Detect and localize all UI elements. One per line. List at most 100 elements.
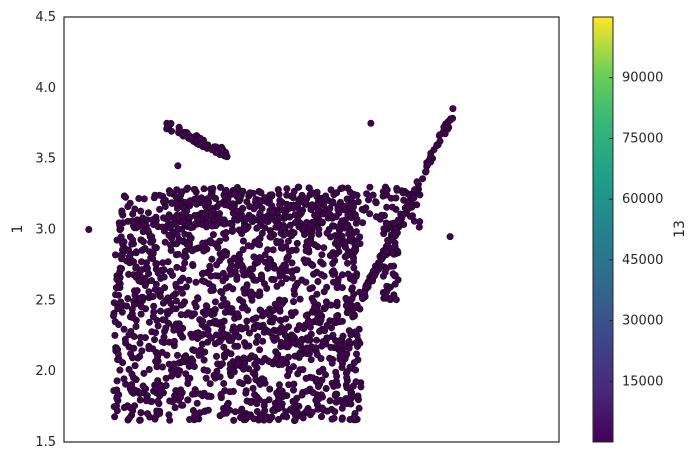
data-point: [111, 331, 119, 339]
data-point: [144, 410, 152, 418]
data-point: [285, 202, 293, 210]
data-point: [312, 396, 320, 404]
data-point: [206, 262, 214, 270]
data-point: [152, 329, 160, 337]
data-point: [351, 328, 359, 336]
data-point: [248, 352, 256, 360]
data-point: [127, 350, 135, 358]
data-point: [201, 323, 209, 331]
colorbar-tick-label: 75000: [622, 131, 663, 146]
data-point: [276, 272, 284, 280]
data-point: [288, 274, 296, 282]
data-point: [348, 200, 356, 208]
data-point: [343, 259, 351, 267]
data-point: [302, 374, 310, 382]
data-point: [314, 277, 322, 285]
data-point: [343, 350, 351, 358]
data-point: [126, 199, 134, 207]
data-point: [347, 400, 355, 408]
data-point: [326, 252, 334, 260]
data-point: [220, 220, 228, 228]
data-point: [128, 388, 136, 396]
data-point: [139, 214, 147, 222]
data-point: [253, 224, 261, 232]
data-point: [217, 390, 225, 398]
data-point: [193, 200, 201, 208]
data-point: [252, 276, 260, 284]
data-point: [126, 253, 134, 261]
data-point: [132, 263, 140, 271]
data-point: [181, 230, 189, 238]
data-point: [111, 413, 119, 421]
data-point: [288, 246, 296, 254]
data-point: [277, 301, 285, 309]
data-point: [275, 381, 283, 389]
data-point: [174, 250, 182, 258]
data-point: [319, 338, 327, 346]
data-point: [160, 333, 168, 341]
data-point: [207, 287, 215, 295]
data-point: [220, 343, 228, 351]
data-point: [269, 208, 277, 216]
data-point: [353, 239, 361, 247]
data-point: [330, 317, 338, 325]
data-point: [344, 184, 352, 192]
data-point: [128, 370, 136, 378]
data-point: [315, 368, 323, 376]
data-point: [343, 222, 351, 230]
data-point: [343, 309, 351, 317]
data-point: [226, 365, 234, 373]
data-point: [256, 306, 264, 314]
data-point: [309, 389, 317, 397]
data-point: [139, 238, 147, 246]
data-point: [449, 105, 457, 113]
data-point: [300, 324, 308, 332]
data-point: [268, 191, 276, 199]
data-point: [369, 191, 377, 199]
data-point: [355, 404, 363, 412]
data-point: [204, 406, 212, 414]
data-point: [387, 262, 395, 270]
data-point: [307, 343, 315, 351]
data-point: [314, 382, 322, 390]
data-point: [212, 195, 220, 203]
y-axis-ticks: 1.5 2.0 2.5 3.0 3.5 4.0 4.5: [35, 10, 56, 450]
data-point: [166, 189, 174, 197]
data-point: [130, 344, 138, 352]
data-point: [117, 299, 125, 307]
data-point: [166, 397, 174, 405]
data-point: [289, 363, 297, 371]
data-point: [217, 145, 225, 153]
data-point: [350, 359, 358, 367]
data-point: [284, 237, 292, 245]
data-point: [274, 396, 282, 404]
data-point: [161, 238, 169, 246]
data-point: [357, 383, 365, 391]
data-point: [269, 360, 277, 368]
data-point: [263, 216, 271, 224]
data-point: [327, 186, 335, 194]
data-point: [238, 261, 246, 269]
data-point: [392, 296, 400, 304]
data-point: [266, 233, 274, 241]
data-point: [332, 213, 340, 221]
data-point: [441, 130, 449, 138]
data-point: [302, 312, 310, 320]
data-point: [137, 409, 145, 417]
data-point: [384, 221, 392, 229]
data-point: [440, 123, 448, 131]
data-point: [133, 287, 141, 295]
data-point: [277, 338, 285, 346]
data-point: [148, 216, 156, 224]
data-point: [208, 255, 216, 263]
data-point: [179, 265, 187, 273]
data-point: [256, 346, 264, 354]
data-point: [185, 276, 193, 284]
data-point: [306, 323, 314, 331]
data-point: [243, 374, 251, 382]
data-point: [261, 406, 269, 414]
data-point: [389, 249, 397, 257]
data-point: [165, 231, 173, 239]
data-point: [150, 302, 158, 310]
data-point: [283, 185, 291, 193]
